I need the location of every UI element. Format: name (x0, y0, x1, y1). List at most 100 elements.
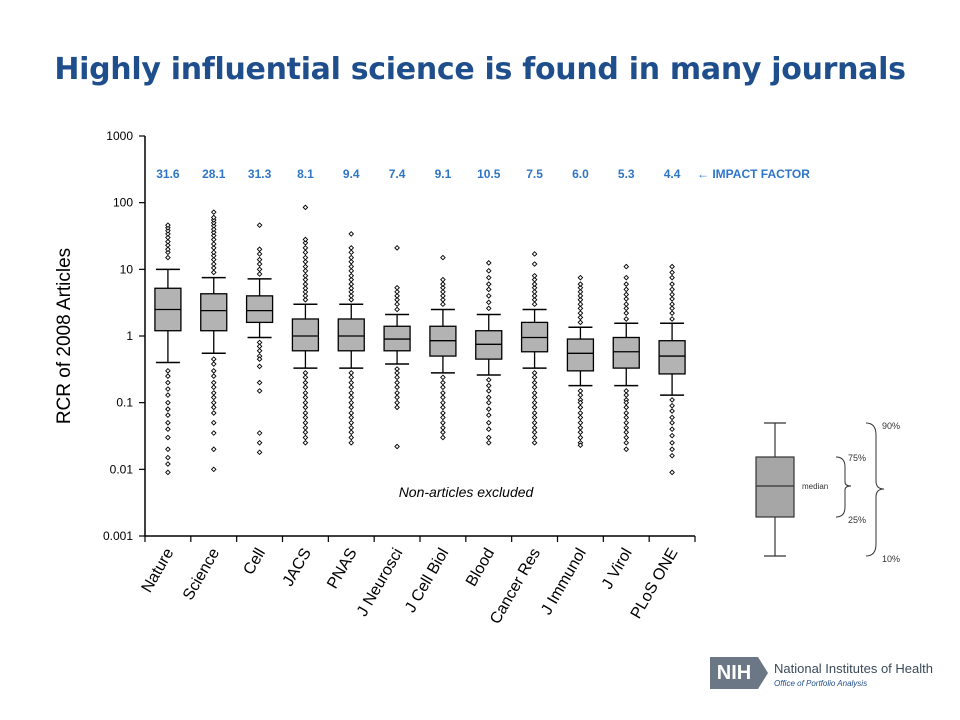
nih-logo: NIH National Institutes of Health Office… (710, 657, 940, 697)
outlier-point (348, 374, 355, 381)
outlier-point (623, 291, 630, 298)
outlier-point (256, 256, 263, 263)
outlier-point (210, 265, 217, 271)
outlier-point (348, 390, 355, 396)
box-series (154, 204, 686, 476)
outlier-point (440, 434, 446, 441)
box-j-immunol (566, 274, 595, 449)
outlier-point (256, 449, 263, 456)
y-tick-label: 0.01 (110, 462, 134, 476)
box-j-cell-biol (429, 254, 457, 441)
outlier-point (577, 419, 584, 426)
outlier-point (485, 406, 492, 412)
outlier-point (669, 286, 675, 293)
impact-factor-value: 8.1 (297, 167, 314, 181)
outlier-point (256, 439, 263, 446)
outlier-point (485, 281, 492, 287)
legend-box (755, 456, 795, 518)
outlier-point (302, 374, 309, 381)
outlier-point (531, 374, 538, 381)
outlier-point (210, 209, 217, 216)
outlier-point (302, 394, 309, 401)
outlier-point (577, 288, 584, 295)
outlier-point (302, 404, 309, 411)
outlier-point (440, 281, 446, 287)
outlier-point (210, 446, 217, 453)
outlier-point (531, 261, 538, 267)
outlier-point (485, 293, 492, 299)
outlier-point (669, 414, 675, 421)
outlier-point (348, 293, 355, 299)
outlier-point (302, 410, 309, 416)
outlier-point (394, 296, 400, 303)
outlier-point (440, 390, 446, 396)
outlier-point (394, 306, 400, 313)
outlier-point (440, 296, 446, 303)
outlier-point (577, 392, 584, 398)
outlier-point (623, 424, 630, 431)
outlier-point (394, 288, 400, 295)
box-j-neurosci (383, 245, 411, 450)
outlier-point (210, 410, 217, 416)
outlier-point (531, 399, 538, 406)
outlier-point (256, 343, 263, 350)
iqr-box (200, 293, 228, 332)
outlier-point (669, 301, 675, 308)
outlier-point (440, 419, 446, 426)
outlier-point (165, 399, 171, 406)
outlier-point (165, 379, 171, 386)
outlier-point (669, 452, 675, 459)
impact-factor-value: 31.3 (248, 167, 272, 181)
legend-inner-brace (835, 456, 852, 518)
outlier-point (440, 404, 446, 411)
outlier-point (485, 299, 492, 306)
outlier-point (302, 379, 309, 386)
outlier-point (256, 271, 263, 277)
outlier-point (440, 424, 446, 431)
outlier-point (256, 363, 263, 370)
impact-factor-value: 9.4 (343, 167, 360, 181)
category-label: J Virol (599, 546, 636, 593)
nih-office-name: Office of Portfolio Analysis (774, 679, 868, 688)
outlier-point (394, 399, 400, 406)
iqr-box (337, 318, 365, 352)
outlier-point (210, 261, 217, 267)
box-cancer-res (520, 251, 549, 446)
impact-factor-value: 10.5 (477, 167, 501, 181)
outlier-point (302, 249, 309, 256)
outlier-point (165, 434, 171, 441)
outlier-point (394, 245, 400, 251)
impact-factor-value: 5.3 (618, 167, 635, 181)
outlier-point (531, 390, 538, 396)
outlier-point (302, 254, 309, 261)
outlier-point (531, 281, 538, 287)
outlier-point (348, 245, 355, 251)
outlier-point (165, 246, 171, 253)
outlier-point (623, 296, 630, 302)
outlier-point (531, 434, 538, 441)
outlier-point (348, 267, 355, 274)
outlier-point (302, 288, 309, 295)
outlier-point (165, 368, 171, 374)
outlier-point (210, 368, 217, 374)
outlier-point (623, 316, 630, 322)
outlier-point (165, 406, 171, 412)
outlier-point (302, 267, 309, 274)
box-pnas (337, 231, 365, 446)
outlier-point (440, 374, 446, 381)
outlier-point (302, 236, 309, 243)
outlier-point (440, 429, 446, 436)
impact-factor-value: 7.5 (526, 167, 543, 181)
outlier-point (348, 258, 355, 265)
y-tick-label: 0.1 (116, 396, 133, 410)
outlier-point (348, 272, 355, 279)
outlier-point (394, 374, 400, 381)
outlier-point (210, 384, 217, 391)
outlier-point (348, 281, 355, 287)
outlier-point (669, 310, 675, 317)
outlier-point (531, 394, 538, 401)
outlier-point (669, 397, 675, 403)
outlier-point (531, 293, 538, 299)
outlier-point (531, 284, 538, 291)
outlier-point (348, 370, 355, 376)
